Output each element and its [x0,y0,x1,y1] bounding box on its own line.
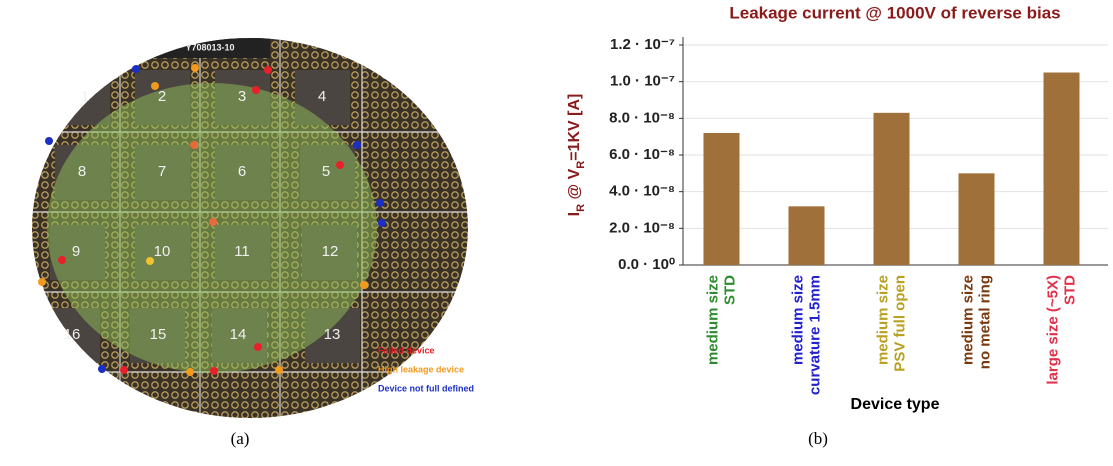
caption-a: (a) [231,429,250,448]
legend-entry: Failed device [378,345,435,355]
bar [873,112,910,265]
die-label: 2 [158,88,166,105]
x-tick-label: no metal ring [976,275,993,369]
y-axis-label: IR @ VR=1KV [A] [566,94,587,217]
x-tick-label: PSV full open [891,275,908,372]
y-tick-label: 2.0 · 10⁻⁸ [609,219,675,236]
die-label: 5 [322,163,330,180]
y-label-part: I [566,212,583,216]
x-tick-label: medium size [704,275,721,365]
y-tick-label: 6.0 · 10⁻⁸ [609,146,675,163]
wafer-legend: Failed device High leakage device Device n… [378,345,474,393]
die-label: 12 [322,243,339,260]
highlight-zone [47,83,377,373]
x-tick-label: STD [1061,275,1078,305]
die-label: 10 [154,243,171,260]
legend-entry: High leakage device [378,364,464,374]
die-label: 3 [238,88,246,105]
y-tick-label: 1.0 · 10⁻⁷ [610,73,675,90]
die-label: 13 [324,326,341,343]
y-tick-label: 0.0 · 10⁰ [618,256,675,273]
bar [1043,72,1080,265]
caption-b: (b) [808,429,828,448]
die-label: 4 [318,88,326,105]
y-label-part: =1KV [A] [566,94,583,161]
x-tick-label: curvature 1.5mm [806,275,823,395]
wafer-photo: Y708013-10 [32,38,468,418]
bar [958,173,995,265]
die-label: 7 [158,163,166,180]
chart-title: Leakage current @ 1000V of reverse bias [729,3,1060,22]
y-label-part: @ V [566,168,583,203]
x-tick-label: medium size [874,275,891,365]
die-label: 9 [72,243,80,260]
x-tick-label: large size (~5X) [1044,275,1061,385]
die-label: 6 [238,163,246,180]
y-label-part: R [575,204,587,212]
y-tick-label: 1.2 · 10⁻⁷ [610,36,675,53]
x-tick-label: medium size [789,275,806,365]
die-label: 14 [230,326,247,343]
device-dots [38,64,386,376]
y-tick-label: 4.0 · 10⁻⁸ [609,183,675,200]
y-tick-label: 8.0 · 10⁻⁸ [609,109,675,126]
y-label-part: R [575,161,587,169]
die-label: 16 [64,326,81,343]
x-tick-label: STD [721,275,738,305]
die-label: 1 [81,88,89,105]
die-label: 15 [150,326,167,343]
x-tick-label: medium size [959,275,976,365]
die-label: 8 [78,163,86,180]
bar [788,206,825,265]
wafer-id: Y708013-10 [185,42,234,52]
legend-entry: Device not full defined [378,383,474,393]
die-label: 11 [234,243,250,260]
bar [703,133,740,265]
x-axis-label: Device type [851,396,940,413]
